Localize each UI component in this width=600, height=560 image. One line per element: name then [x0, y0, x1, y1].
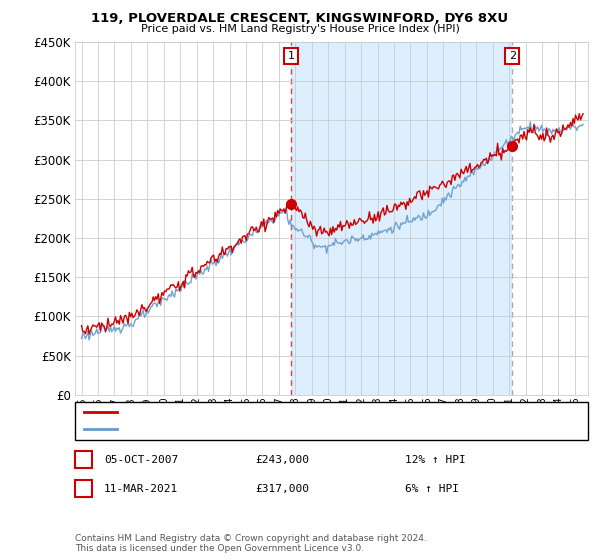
Text: £317,000: £317,000	[255, 484, 309, 494]
Text: 05-OCT-2007: 05-OCT-2007	[104, 455, 178, 465]
Text: 11-MAR-2021: 11-MAR-2021	[104, 484, 178, 494]
Text: 2: 2	[80, 484, 87, 494]
Text: 119, PLOVERDALE CRESCENT, KINGSWINFORD, DY6 8XU (detached house): 119, PLOVERDALE CRESCENT, KINGSWINFORD, …	[122, 407, 510, 417]
Text: 6% ↑ HPI: 6% ↑ HPI	[405, 484, 459, 494]
Text: 12% ↑ HPI: 12% ↑ HPI	[405, 455, 466, 465]
Text: Price paid vs. HM Land Registry's House Price Index (HPI): Price paid vs. HM Land Registry's House …	[140, 24, 460, 34]
Text: £243,000: £243,000	[255, 455, 309, 465]
Text: 119, PLOVERDALE CRESCENT, KINGSWINFORD, DY6 8XU: 119, PLOVERDALE CRESCENT, KINGSWINFORD, …	[91, 12, 509, 25]
Text: HPI: Average price, detached house, Dudley: HPI: Average price, detached house, Dudl…	[122, 424, 352, 434]
Text: 1: 1	[288, 51, 295, 61]
Text: 1: 1	[80, 455, 87, 465]
Text: Contains HM Land Registry data © Crown copyright and database right 2024.
This d: Contains HM Land Registry data © Crown c…	[75, 534, 427, 553]
Text: 2: 2	[509, 51, 516, 61]
Bar	[291, 42, 512, 395]
